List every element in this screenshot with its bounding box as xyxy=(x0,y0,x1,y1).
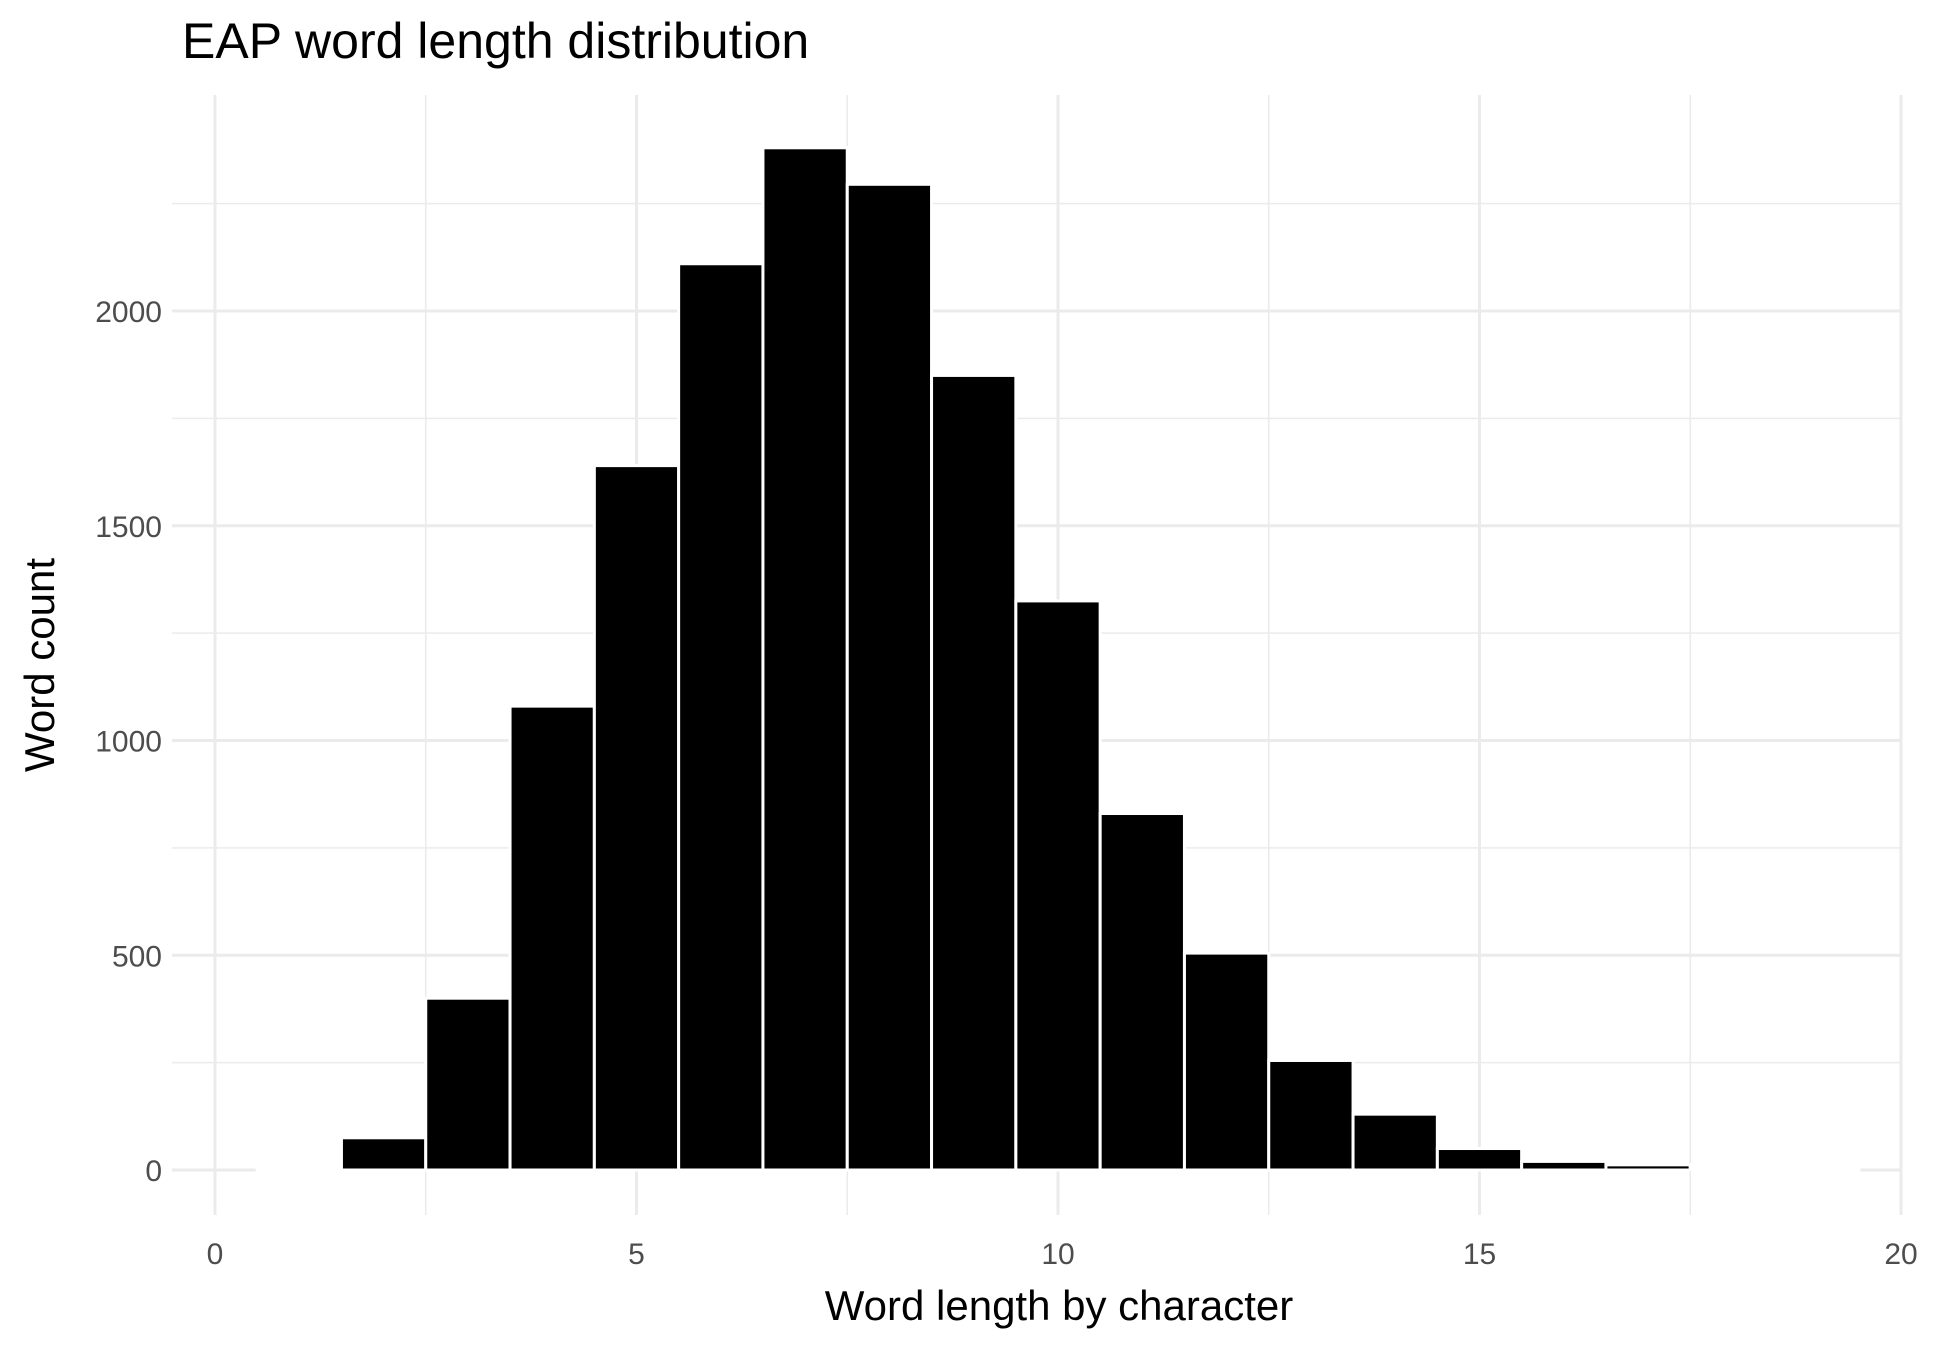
bar-length-9 xyxy=(930,373,1018,1172)
y-tick-label: 1000 xyxy=(95,726,162,759)
bar-length-4 xyxy=(508,704,596,1172)
y-tick-label: 0 xyxy=(145,1155,162,1188)
bar-length-17 xyxy=(1604,1163,1692,1172)
bar-length-1 xyxy=(255,1166,343,1172)
x-tick-label: 20 xyxy=(1884,1238,1917,1271)
x-tick-label: 15 xyxy=(1463,1238,1496,1271)
bar-length-15 xyxy=(1435,1147,1524,1172)
x-tick-label: 5 xyxy=(628,1238,645,1271)
bar-length-8 xyxy=(845,182,934,1172)
bar-length-19 xyxy=(1773,1166,1861,1172)
bar-length-5 xyxy=(592,464,681,1172)
bar-length-14 xyxy=(1351,1112,1439,1172)
y-tick-label: 2000 xyxy=(95,296,162,329)
y-tick-label: 1500 xyxy=(95,511,162,544)
bar-length-18 xyxy=(1688,1165,1777,1172)
bar-length-13 xyxy=(1267,1058,1355,1172)
y-tick-label: 500 xyxy=(112,940,162,973)
bar-length-6 xyxy=(677,262,765,1172)
bar-length-7 xyxy=(761,146,849,1172)
bar-length-16 xyxy=(1520,1159,1608,1172)
x-tick-labels: 0 5 10 15 20 xyxy=(207,1238,1918,1271)
x-tick-label: 10 xyxy=(1041,1238,1074,1271)
bar-length-10 xyxy=(1014,599,1102,1172)
x-axis-label: Word length by character xyxy=(824,1282,1294,1329)
bar-length-12 xyxy=(1182,951,1271,1172)
chart-title: EAP word length distribution xyxy=(182,13,810,69)
bar-length-3 xyxy=(424,996,512,1172)
bars xyxy=(255,146,1861,1172)
bar-length-2 xyxy=(339,1136,428,1172)
x-tick-label: 0 xyxy=(207,1238,224,1271)
bar-length-11 xyxy=(1098,812,1186,1172)
y-tick-labels: 0 500 1000 1500 2000 xyxy=(95,296,162,1188)
